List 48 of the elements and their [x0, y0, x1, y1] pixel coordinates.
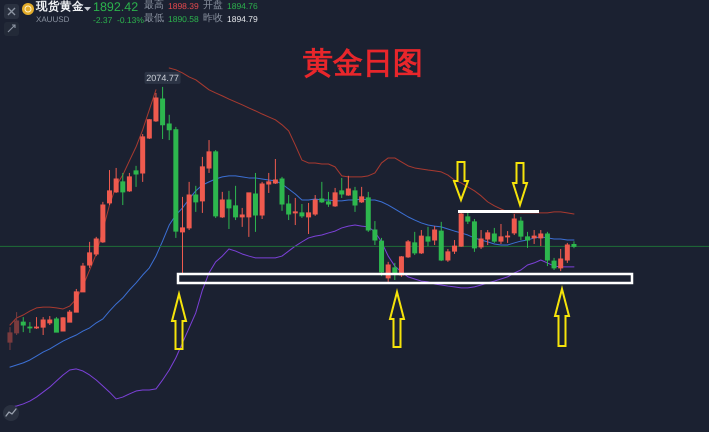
candlestick	[27, 322, 32, 334]
candlestick	[339, 177, 344, 198]
candlestick	[432, 226, 438, 246]
candlestick	[332, 187, 338, 208]
candlestick	[220, 191, 225, 218]
candlestick	[564, 242, 570, 264]
text: -2.37	[93, 15, 112, 25]
candlestick	[246, 192, 252, 238]
candlestick	[518, 216, 524, 241]
candlestick	[525, 231, 530, 248]
candlestick	[134, 165, 139, 188]
candlestick	[512, 213, 517, 236]
candlestick	[346, 175, 351, 196]
text: 开盘	[203, 0, 223, 11]
candlestick	[465, 212, 470, 224]
text: 1894.79	[227, 14, 258, 24]
text: 1892.42	[93, 0, 138, 14]
text: XAUUSD	[36, 15, 70, 24]
candlestick	[418, 230, 424, 254]
candlestick	[425, 226, 430, 247]
text: 现货黄金	[36, 1, 84, 14]
candlestick	[193, 185, 198, 212]
candlestick	[292, 197, 298, 226]
candlestick	[445, 248, 450, 262]
candlestick	[20, 316, 26, 333]
candlestick	[412, 231, 418, 256]
text: 1898.39	[168, 1, 199, 11]
text: -0.13%	[117, 15, 144, 25]
chart-title: 黄金日图	[302, 46, 424, 81]
candlestick	[54, 316, 59, 333]
candlestick	[352, 186, 358, 212]
candlestick	[552, 257, 557, 271]
candlestick	[252, 172, 258, 232]
candlestick	[359, 186, 364, 204]
candlestick	[120, 172, 126, 206]
candlestick	[392, 262, 398, 281]
candlestick	[272, 158, 278, 184]
candlestick	[126, 172, 132, 192]
candlestick	[558, 248, 564, 272]
candlestick	[240, 207, 245, 228]
candlestick	[532, 230, 537, 244]
candlestick	[538, 230, 544, 247]
text: 1894.76	[227, 1, 258, 11]
text: 最低	[144, 13, 164, 24]
candlestick	[299, 203, 304, 218]
candlestick	[492, 227, 497, 244]
text: 1890.58	[168, 14, 199, 24]
text: 昨收	[203, 13, 223, 24]
